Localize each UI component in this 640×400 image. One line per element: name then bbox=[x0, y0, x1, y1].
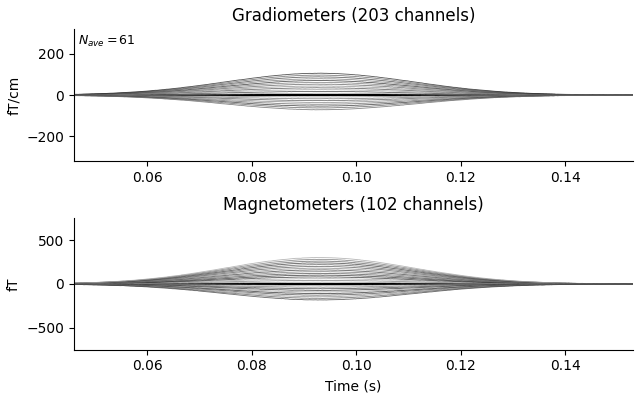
Y-axis label: fT/cm: fT/cm bbox=[7, 76, 21, 115]
X-axis label: Time (s): Time (s) bbox=[325, 379, 382, 393]
Text: $N_{ave}=61$: $N_{ave}=61$ bbox=[78, 34, 136, 48]
Title: Gradiometers (203 channels): Gradiometers (203 channels) bbox=[232, 7, 476, 25]
Y-axis label: fT: fT bbox=[7, 277, 21, 291]
Title: Magnetometers (102 channels): Magnetometers (102 channels) bbox=[223, 196, 484, 214]
